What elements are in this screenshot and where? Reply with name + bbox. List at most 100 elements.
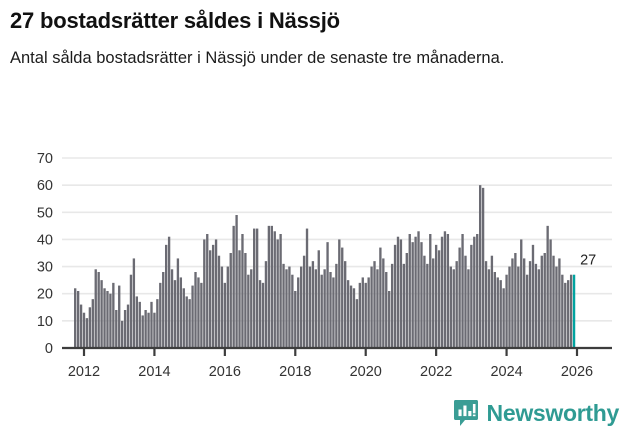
bar[interactable] (499, 280, 502, 348)
bar[interactable] (167, 236, 171, 348)
bar[interactable] (206, 234, 209, 348)
bar[interactable] (235, 215, 238, 348)
bar[interactable] (282, 263, 285, 348)
bar[interactable] (217, 255, 221, 348)
bar[interactable] (302, 255, 306, 348)
bar[interactable] (443, 231, 447, 348)
bar[interactable] (220, 266, 224, 348)
bar[interactable] (525, 274, 529, 348)
bar[interactable] (288, 266, 291, 348)
bar[interactable] (502, 288, 505, 348)
bar[interactable] (341, 247, 344, 348)
bar[interactable] (417, 231, 420, 348)
bar[interactable] (569, 274, 573, 348)
bar[interactable] (214, 239, 218, 348)
bar[interactable] (408, 234, 411, 348)
bar[interactable] (123, 310, 127, 348)
bar[interactable] (141, 315, 144, 348)
bar[interactable] (564, 282, 567, 348)
bar[interactable] (505, 274, 508, 348)
bar[interactable] (476, 234, 479, 348)
bar[interactable] (379, 247, 382, 348)
bar[interactable] (411, 242, 414, 348)
bar[interactable] (382, 258, 385, 348)
bar[interactable] (528, 261, 532, 348)
bar[interactable] (490, 255, 494, 348)
bar[interactable] (399, 239, 403, 348)
bar[interactable] (200, 282, 203, 348)
bar[interactable] (493, 272, 497, 348)
bar[interactable] (247, 274, 250, 348)
bar[interactable] (294, 291, 297, 348)
bar[interactable] (232, 225, 235, 348)
bar[interactable] (170, 269, 174, 348)
bar[interactable] (555, 266, 558, 348)
bar[interactable] (253, 228, 256, 348)
bar[interactable] (455, 261, 458, 348)
bar[interactable] (349, 285, 353, 348)
bar[interactable] (338, 239, 341, 348)
bar[interactable] (478, 185, 482, 348)
bar[interactable] (440, 236, 444, 348)
bar[interactable] (279, 234, 282, 348)
bar[interactable] (305, 228, 309, 348)
bar[interactable] (429, 234, 432, 348)
bar[interactable] (203, 239, 206, 348)
bar[interactable] (390, 263, 394, 348)
bar[interactable] (255, 228, 259, 348)
bar[interactable] (82, 312, 86, 348)
bar[interactable] (470, 244, 473, 348)
bar[interactable] (531, 244, 535, 348)
bar[interactable] (191, 285, 194, 348)
bar[interactable] (385, 272, 388, 348)
bar[interactable] (517, 266, 520, 348)
bar[interactable] (520, 239, 523, 348)
bar[interactable] (138, 301, 141, 348)
bar[interactable] (299, 266, 303, 348)
bar[interactable] (317, 250, 320, 348)
bar[interactable] (508, 266, 511, 348)
bar[interactable] (129, 274, 133, 348)
bar[interactable] (540, 255, 543, 348)
bar[interactable] (156, 299, 159, 348)
bar[interactable] (364, 282, 367, 348)
bar[interactable] (458, 247, 461, 348)
bar[interactable] (159, 282, 162, 348)
bar[interactable] (109, 293, 112, 348)
bar[interactable] (176, 258, 180, 348)
bar[interactable] (449, 266, 452, 348)
bar[interactable] (496, 277, 499, 348)
bar[interactable] (150, 301, 153, 348)
bar[interactable] (323, 269, 326, 348)
bar[interactable] (285, 269, 288, 348)
bar[interactable] (358, 282, 362, 348)
bar[interactable] (546, 225, 549, 348)
bar[interactable] (402, 263, 406, 348)
bar[interactable] (446, 234, 450, 348)
bar[interactable] (405, 253, 408, 348)
bar[interactable] (543, 253, 546, 348)
bar[interactable] (484, 261, 488, 348)
bar[interactable] (74, 288, 77, 348)
bar[interactable] (332, 277, 335, 348)
bar[interactable] (335, 263, 338, 348)
bar[interactable] (164, 244, 168, 348)
bar[interactable] (329, 272, 332, 348)
bar[interactable] (223, 282, 227, 348)
bar[interactable] (270, 225, 273, 348)
bar[interactable] (197, 277, 200, 348)
bar[interactable] (115, 310, 118, 348)
bar[interactable] (370, 266, 373, 348)
bar[interactable] (226, 266, 229, 348)
bar[interactable] (120, 320, 124, 348)
bar[interactable] (552, 255, 555, 348)
bar[interactable] (514, 253, 517, 348)
bar[interactable] (367, 277, 370, 348)
bar[interactable] (100, 280, 103, 348)
bar[interactable] (261, 282, 265, 348)
bar[interactable] (452, 269, 455, 348)
bar[interactable] (88, 307, 92, 348)
bar[interactable] (194, 272, 197, 348)
bar[interactable] (258, 280, 262, 348)
bar[interactable] (355, 299, 359, 348)
